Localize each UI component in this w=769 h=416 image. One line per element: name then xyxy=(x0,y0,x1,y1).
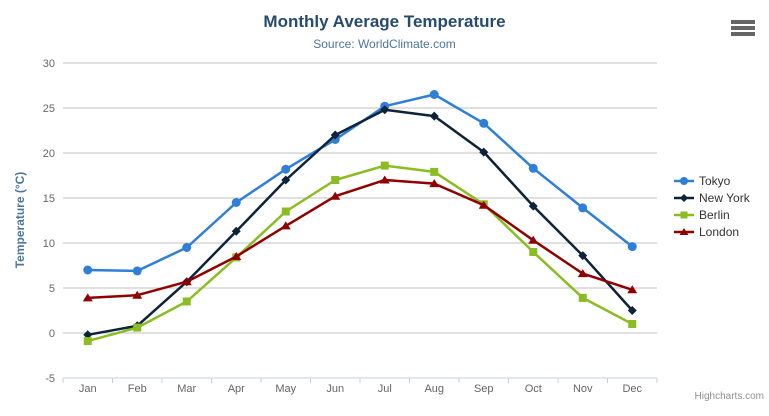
y-axis-title: Temperature (°C) xyxy=(13,171,27,269)
data-point-berlin[interactable] xyxy=(83,337,92,346)
data-point-tokyo[interactable] xyxy=(429,90,439,99)
data-point-new-york[interactable] xyxy=(578,251,588,261)
series-line-berlin[interactable] xyxy=(86,164,634,343)
legend-label: New York xyxy=(699,190,750,205)
legend-label: Tokyo xyxy=(699,173,731,188)
y-axis-label: 0 xyxy=(49,328,55,340)
legend: Tokyo New York Berlin London xyxy=(674,172,750,240)
x-axis-label: Nov xyxy=(573,383,593,395)
legend-marker-circle-icon xyxy=(674,176,694,185)
x-axis-label: Aug xyxy=(424,383,444,395)
data-point-berlin[interactable] xyxy=(430,167,439,176)
legend-item-berlin[interactable]: Berlin xyxy=(674,206,750,223)
y-axis-label: -5 xyxy=(45,373,55,385)
legend-marker-diamond-icon xyxy=(674,193,694,202)
data-point-berlin[interactable] xyxy=(182,297,191,306)
data-point-london[interactable] xyxy=(528,235,539,244)
data-point-new-york[interactable] xyxy=(380,105,390,115)
data-point-tokyo[interactable] xyxy=(182,243,192,252)
x-axis-label: Sep xyxy=(474,383,494,395)
data-point-berlin[interactable] xyxy=(578,293,587,302)
chart-title: Monthly Average Temperature xyxy=(263,12,506,31)
legend-item-london[interactable]: London xyxy=(674,223,750,240)
legend-label: London xyxy=(699,224,740,239)
data-point-new-york[interactable] xyxy=(330,130,340,140)
y-axis-label: 15 xyxy=(43,193,55,205)
legend-label: Berlin xyxy=(699,207,730,222)
x-axis-label: Apr xyxy=(228,383,245,395)
x-axis-label: Jul xyxy=(378,383,392,395)
legend-item-tokyo[interactable]: Tokyo xyxy=(674,172,750,189)
data-point-berlin[interactable] xyxy=(380,161,389,170)
data-point-london[interactable] xyxy=(379,175,390,184)
data-point-tokyo[interactable] xyxy=(627,242,637,252)
x-axis-label: Mar xyxy=(177,383,196,395)
data-point-london[interactable] xyxy=(627,285,638,294)
data-point-tokyo[interactable] xyxy=(83,265,93,275)
data-point-tokyo[interactable] xyxy=(132,266,142,276)
context-menu-button[interactable] xyxy=(731,20,755,36)
x-axis-label: Feb xyxy=(128,383,147,395)
data-point-new-york[interactable] xyxy=(231,226,241,236)
data-point-new-york[interactable] xyxy=(429,111,439,121)
hamburger-icon xyxy=(731,32,755,36)
credits-link[interactable]: Highcharts.com xyxy=(694,391,764,402)
series-line-new-york[interactable] xyxy=(86,108,634,337)
x-axis-label: Jan xyxy=(79,383,97,395)
y-axis-label: 30 xyxy=(43,58,55,70)
hamburger-icon xyxy=(731,26,755,30)
x-axis-label: Jun xyxy=(326,383,344,395)
series-line-london[interactable] xyxy=(86,178,634,300)
data-point-london[interactable] xyxy=(231,252,242,260)
data-point-london[interactable] xyxy=(429,179,440,188)
data-point-london[interactable] xyxy=(181,277,192,286)
data-point-berlin[interactable] xyxy=(133,323,142,332)
data-point-tokyo[interactable] xyxy=(479,118,489,128)
x-axis-label: Oct xyxy=(525,383,542,395)
data-point-tokyo[interactable] xyxy=(578,203,588,213)
data-point-london[interactable] xyxy=(577,269,588,278)
legend-marker xyxy=(680,176,688,185)
data-point-berlin[interactable] xyxy=(529,248,538,256)
data-point-new-york[interactable] xyxy=(479,147,489,157)
data-point-new-york[interactable] xyxy=(528,201,538,211)
data-point-new-york[interactable] xyxy=(627,306,637,315)
data-point-london[interactable] xyxy=(330,191,341,200)
data-point-london[interactable] xyxy=(478,200,489,209)
legend-marker xyxy=(680,193,688,202)
data-point-london[interactable] xyxy=(132,290,143,299)
data-point-berlin[interactable] xyxy=(331,176,340,184)
series-line-tokyo[interactable] xyxy=(86,93,634,273)
data-point-tokyo[interactable] xyxy=(281,164,291,174)
y-axis-label: 20 xyxy=(43,148,55,160)
legend-marker-square-icon xyxy=(674,211,694,218)
data-point-london[interactable] xyxy=(82,293,93,302)
legend-item-new-york[interactable]: New York xyxy=(674,189,750,206)
x-axis-label: May xyxy=(275,383,296,395)
legend-marker xyxy=(679,227,689,235)
y-axis-label: 5 xyxy=(49,283,55,295)
data-point-tokyo[interactable] xyxy=(528,163,538,173)
x-axis-label: Dec xyxy=(622,383,642,395)
data-point-new-york[interactable] xyxy=(83,330,93,340)
data-point-berlin[interactable] xyxy=(281,207,290,216)
chart-subtitle: Source: WorldClimate.com xyxy=(313,37,456,51)
legend-marker xyxy=(680,211,688,218)
hamburger-icon xyxy=(731,20,755,24)
y-axis-label: 25 xyxy=(43,103,55,115)
data-point-new-york[interactable] xyxy=(281,175,291,185)
data-point-london[interactable] xyxy=(280,221,291,230)
legend-marker-triangle-icon xyxy=(674,227,694,235)
data-point-tokyo[interactable] xyxy=(231,198,241,207)
data-point-berlin[interactable] xyxy=(628,320,637,328)
y-axis-label: 10 xyxy=(43,238,55,250)
